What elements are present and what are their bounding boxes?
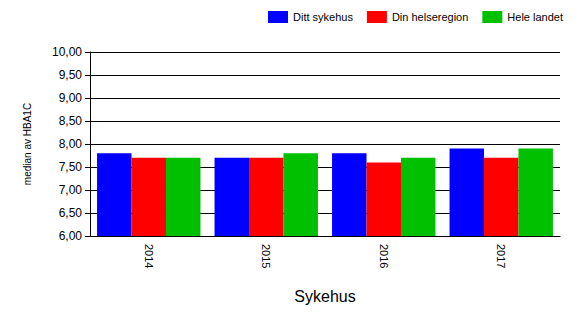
svg-text:Ditt sykehus: Ditt sykehus [293, 11, 353, 23]
svg-text:median av HBA1C: median av HBA1C [22, 103, 33, 185]
svg-text:Din helseregion: Din helseregion [392, 11, 468, 23]
svg-text:Sykehus: Sykehus [294, 288, 355, 305]
svg-text:7,00: 7,00 [59, 183, 83, 197]
svg-text:6,00: 6,00 [59, 229, 83, 243]
svg-text:10,00: 10,00 [52, 45, 82, 59]
svg-text:2014: 2014 [143, 244, 155, 268]
svg-text:7,50: 7,50 [59, 160, 83, 174]
svg-text:2015: 2015 [260, 244, 272, 268]
svg-text:2016: 2016 [378, 244, 390, 268]
svg-text:Hele landet: Hele landet [507, 11, 563, 23]
svg-text:6,50: 6,50 [59, 206, 83, 220]
svg-text:2017: 2017 [495, 244, 507, 268]
svg-text:9,00: 9,00 [59, 91, 83, 105]
svg-text:8,00: 8,00 [59, 137, 83, 151]
svg-text:8,50: 8,50 [59, 114, 83, 128]
svg-text:9,50: 9,50 [59, 68, 83, 82]
